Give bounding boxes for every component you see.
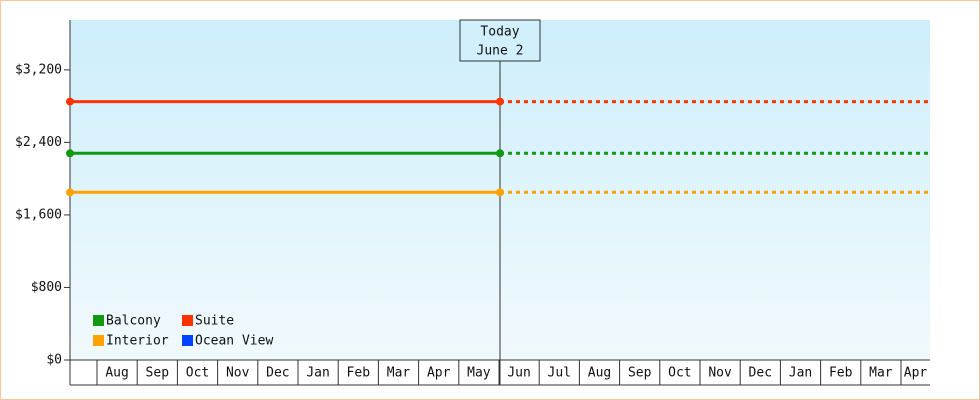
legend-swatch bbox=[93, 315, 104, 326]
legend-label: Balcony bbox=[106, 314, 161, 329]
y-tick-label: $800 bbox=[31, 280, 62, 295]
x-tick-label: May bbox=[467, 366, 491, 381]
x-tick-label: Dec bbox=[749, 366, 772, 381]
x-tick-label: Dec bbox=[266, 366, 289, 381]
x-tick-label: Jan bbox=[789, 366, 812, 381]
series-point bbox=[66, 188, 74, 197]
x-tick-label: Jun bbox=[507, 366, 530, 381]
x-tick-label: Apr bbox=[904, 366, 928, 381]
x-tick-label: Nov bbox=[708, 366, 732, 381]
x-tick-label: Apr bbox=[427, 366, 451, 381]
y-tick-label: $1,600 bbox=[15, 207, 62, 222]
y-tick-label: $2,400 bbox=[15, 135, 62, 150]
x-tick-label: Aug bbox=[588, 366, 611, 381]
series-point bbox=[496, 97, 504, 106]
legend-label: Ocean View bbox=[195, 334, 273, 349]
series-point bbox=[496, 149, 504, 158]
x-tick-label: Oct bbox=[186, 366, 209, 381]
x-tick-label: Feb bbox=[347, 366, 371, 381]
y-tick-label: $3,200 bbox=[15, 62, 62, 77]
series-point bbox=[66, 149, 74, 158]
x-tick-label: Mar bbox=[869, 366, 893, 381]
x-tick-label: Aug bbox=[105, 366, 128, 381]
x-tick-label: Feb bbox=[829, 366, 853, 381]
today-date: June 2 bbox=[477, 44, 524, 59]
today-label: Today bbox=[480, 25, 519, 40]
legend-label: Interior bbox=[106, 334, 169, 349]
series-point bbox=[496, 188, 504, 197]
x-tick-label: Sep bbox=[628, 366, 652, 381]
legend-label: Suite bbox=[195, 314, 234, 329]
x-tick-label: Jan bbox=[306, 366, 329, 381]
x-tick-label: Oct bbox=[668, 366, 691, 381]
x-tick-label: Mar bbox=[387, 366, 411, 381]
series-point bbox=[66, 97, 74, 106]
legend-swatch bbox=[182, 335, 193, 346]
today-box bbox=[459, 19, 541, 62]
x-tick-label: Nov bbox=[226, 366, 250, 381]
x-tick-label: Sep bbox=[146, 366, 170, 381]
y-tick-label: $0 bbox=[46, 353, 62, 368]
x-tick-label: Jul bbox=[548, 366, 571, 381]
legend-swatch bbox=[93, 335, 104, 346]
legend-swatch bbox=[182, 315, 193, 326]
